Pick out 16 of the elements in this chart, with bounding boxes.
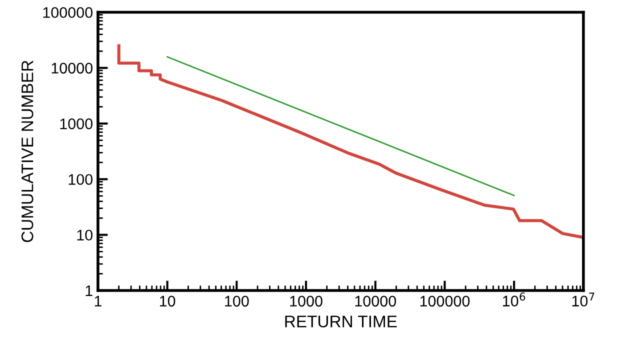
x-tick-label: 100 bbox=[225, 296, 249, 307]
y-tick-label: 100000 bbox=[43, 7, 93, 18]
y-tick-label: 1 bbox=[86, 286, 92, 296]
y-tick-label: 100 bbox=[68, 174, 93, 185]
y-tick-label: 1000 bbox=[60, 118, 93, 130]
x-tick-label: 100000 bbox=[420, 296, 470, 307]
x-tick-label: 10$^{6}$ bbox=[503, 292, 526, 306]
x-tick-label: 1000 bbox=[290, 296, 322, 307]
x-tick-label: 10000 bbox=[355, 296, 396, 307]
y-tick-label: 10000 bbox=[52, 62, 93, 74]
x-tick-label: 10$^{7}$ bbox=[572, 292, 594, 306]
x-tick-label: 10 bbox=[160, 296, 176, 307]
x-tick-label: 1 bbox=[94, 296, 102, 306]
y-axis-title: CUMULATIVE NUMBER bbox=[21, 60, 34, 242]
x-axis-title: RETURN TIME bbox=[285, 316, 397, 328]
y-tick-label: 10 bbox=[77, 230, 93, 241]
